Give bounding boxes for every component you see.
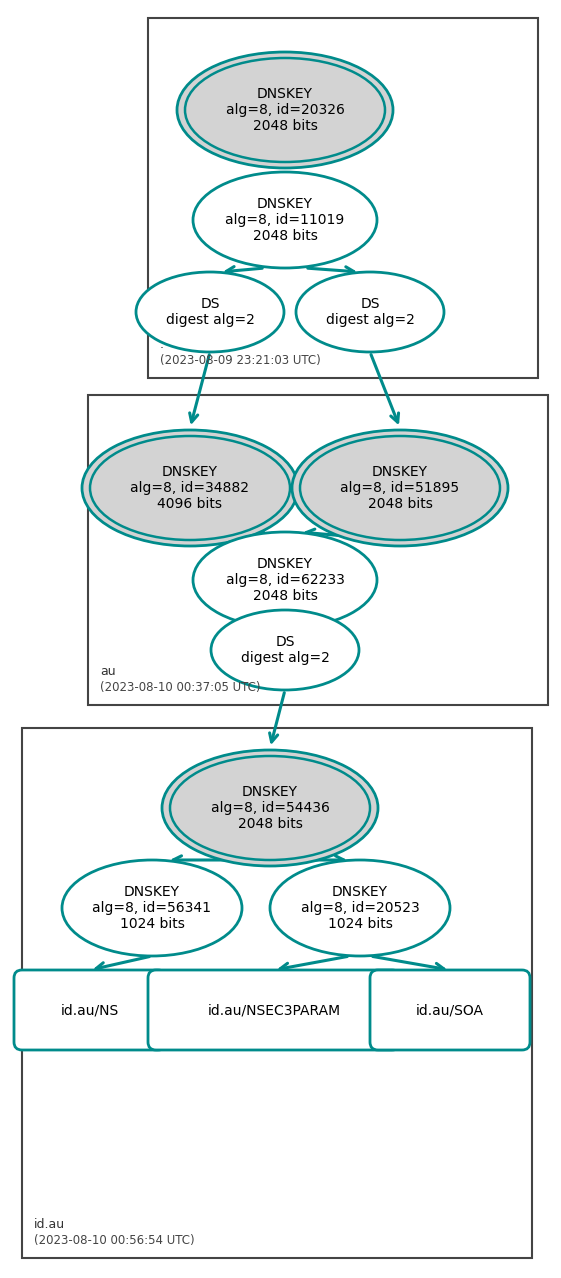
FancyBboxPatch shape: [14, 970, 166, 1051]
Ellipse shape: [170, 757, 370, 860]
Text: id.au: id.au: [34, 1218, 65, 1231]
Ellipse shape: [82, 429, 298, 546]
Text: (2023-08-10 00:37:05 UTC): (2023-08-10 00:37:05 UTC): [100, 681, 260, 694]
Text: DNSKEY
alg=8, id=11019
2048 bits: DNSKEY alg=8, id=11019 2048 bits: [226, 197, 344, 243]
Ellipse shape: [193, 532, 377, 627]
Text: id.au/NSEC3PARAM: id.au/NSEC3PARAM: [208, 1003, 341, 1017]
Ellipse shape: [270, 860, 450, 956]
Ellipse shape: [211, 610, 359, 690]
Ellipse shape: [292, 429, 508, 546]
Ellipse shape: [162, 750, 378, 866]
Text: (2023-08-10 00:56:54 UTC): (2023-08-10 00:56:54 UTC): [34, 1235, 195, 1247]
Ellipse shape: [193, 173, 377, 268]
Bar: [22, 728, 532, 1258]
Text: id.au/NS: id.au/NS: [61, 1003, 119, 1017]
Text: DS
digest alg=2: DS digest alg=2: [165, 296, 255, 327]
FancyBboxPatch shape: [148, 970, 400, 1051]
Ellipse shape: [90, 436, 290, 541]
Text: DNSKEY
alg=8, id=20326
2048 bits: DNSKEY alg=8, id=20326 2048 bits: [226, 87, 344, 133]
Text: DNSKEY
alg=8, id=20523
1024 bits: DNSKEY alg=8, id=20523 1024 bits: [301, 884, 420, 932]
Ellipse shape: [296, 272, 444, 351]
Text: DNSKEY
alg=8, id=56341
1024 bits: DNSKEY alg=8, id=56341 1024 bits: [93, 884, 211, 932]
Ellipse shape: [136, 272, 284, 351]
FancyBboxPatch shape: [370, 970, 530, 1051]
Text: DNSKEY
alg=8, id=51895
2048 bits: DNSKEY alg=8, id=51895 2048 bits: [341, 465, 459, 511]
Text: DNSKEY
alg=8, id=62233
2048 bits: DNSKEY alg=8, id=62233 2048 bits: [226, 557, 344, 603]
Ellipse shape: [300, 436, 500, 541]
Text: id.au/SOA: id.au/SOA: [416, 1003, 484, 1017]
Bar: [148, 18, 538, 378]
Ellipse shape: [185, 58, 385, 162]
Text: DNSKEY
alg=8, id=54436
2048 bits: DNSKEY alg=8, id=54436 2048 bits: [210, 785, 329, 831]
Text: DS
digest alg=2: DS digest alg=2: [325, 296, 415, 327]
Text: .: .: [160, 337, 164, 351]
Bar: [88, 395, 548, 705]
Text: au: au: [100, 665, 116, 679]
Text: DNSKEY
alg=8, id=34882
4096 bits: DNSKEY alg=8, id=34882 4096 bits: [131, 465, 250, 511]
Text: DS
digest alg=2: DS digest alg=2: [241, 635, 329, 665]
Ellipse shape: [177, 52, 393, 167]
Text: (2023-08-09 23:21:03 UTC): (2023-08-09 23:21:03 UTC): [160, 354, 321, 367]
Ellipse shape: [62, 860, 242, 956]
